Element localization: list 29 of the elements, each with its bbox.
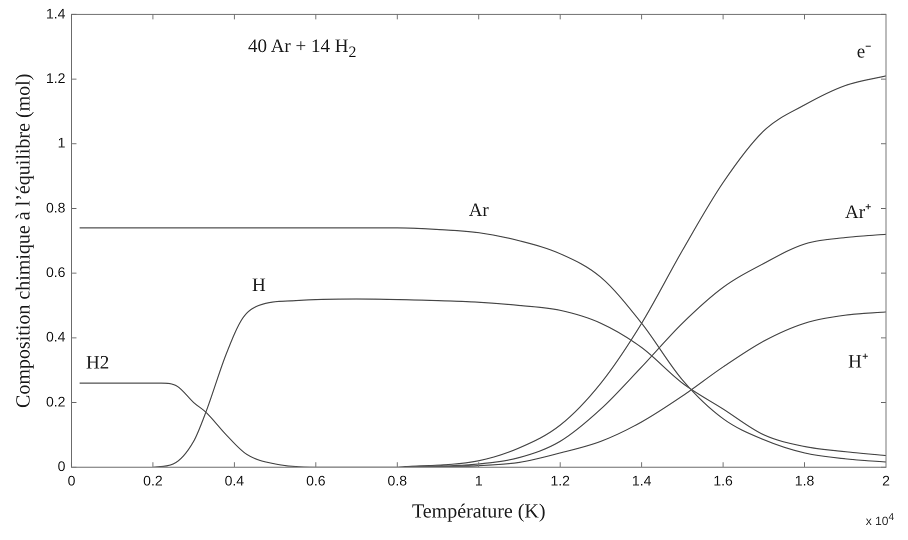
y-tick-label: 0.6 <box>46 264 66 280</box>
x-tick-label: 1.2 <box>550 472 570 488</box>
x-tick-label: 0 <box>68 472 76 488</box>
x-tick-label: 0.6 <box>306 472 326 488</box>
series-label: H2 <box>86 352 110 374</box>
text: x 10$^{4}$ <box>866 512 894 528</box>
y-tick-label: 0.2 <box>46 393 66 410</box>
x-tick-label: 1 <box>474 472 483 488</box>
x-tick-label: 1.6 <box>713 472 734 488</box>
x-tick-label: 0.2 <box>143 472 163 488</box>
x-tick-label: 0.8 <box>388 472 408 488</box>
y-tick-label: 0 <box>58 458 66 474</box>
x-tick-label: 2 <box>882 472 890 488</box>
annotation: 40 Ar + 14 H$_{2}$ <box>248 36 356 62</box>
y-tick-label: 0.8 <box>46 199 66 216</box>
y-tick-label: 0.4 <box>46 328 66 345</box>
x-tick-label: 0.4 <box>224 472 244 488</box>
x-axis-title: Température (K) <box>412 500 546 522</box>
series-label: Ar⁺ <box>844 202 872 223</box>
x-tick-label: 1.8 <box>794 472 814 488</box>
y-tick-label: 1.4 <box>46 5 66 22</box>
series-label: Ar <box>468 200 490 222</box>
x-tick-label: 1.4 <box>632 472 652 488</box>
series-label: H⁺ <box>848 351 868 372</box>
y-axis-title: Composition chimique à l’équilibre (mol) <box>12 74 34 408</box>
series-label: e⁻ <box>856 41 872 62</box>
series-label: H <box>252 274 266 296</box>
y-tick-label: 1 <box>58 134 66 151</box>
y-tick-label: 1.2 <box>46 70 66 86</box>
